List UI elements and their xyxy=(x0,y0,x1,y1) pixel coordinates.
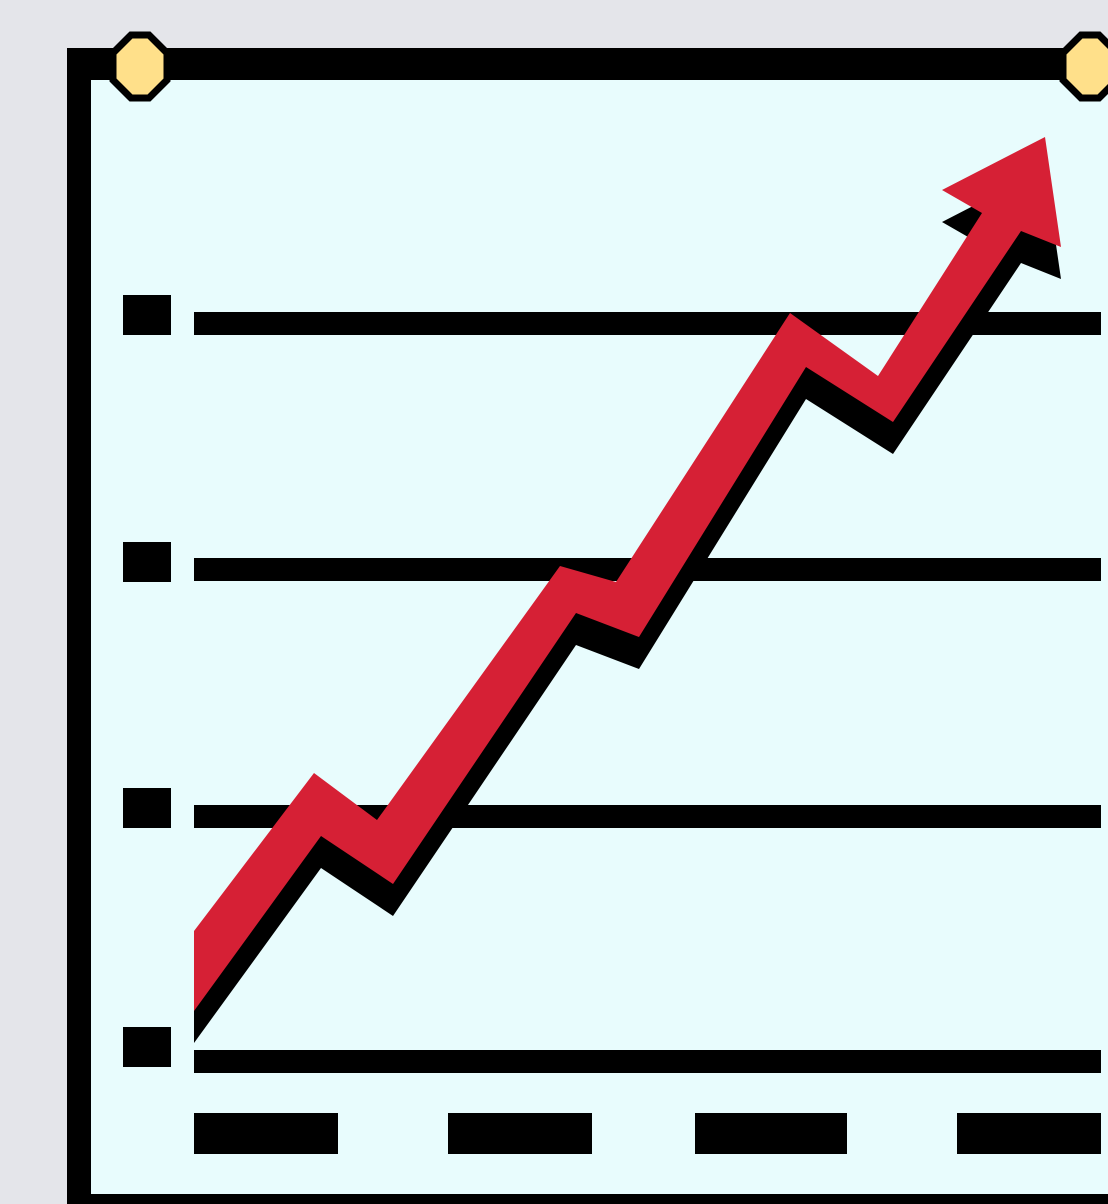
tick-square xyxy=(123,542,171,582)
x-dash xyxy=(957,1113,1101,1154)
tick-square xyxy=(123,1027,171,1067)
pin xyxy=(1059,31,1108,102)
trend-arrow xyxy=(194,137,1061,1011)
x-dashes xyxy=(194,1113,1101,1154)
axis-ticks xyxy=(123,295,171,1067)
tick-square xyxy=(123,295,171,335)
grid-line xyxy=(194,312,1101,335)
pin xyxy=(109,31,171,102)
x-dash xyxy=(194,1113,338,1154)
tick-square xyxy=(123,788,171,828)
grid-line xyxy=(194,1050,1101,1073)
x-dash xyxy=(448,1113,592,1154)
x-dash xyxy=(695,1113,847,1154)
